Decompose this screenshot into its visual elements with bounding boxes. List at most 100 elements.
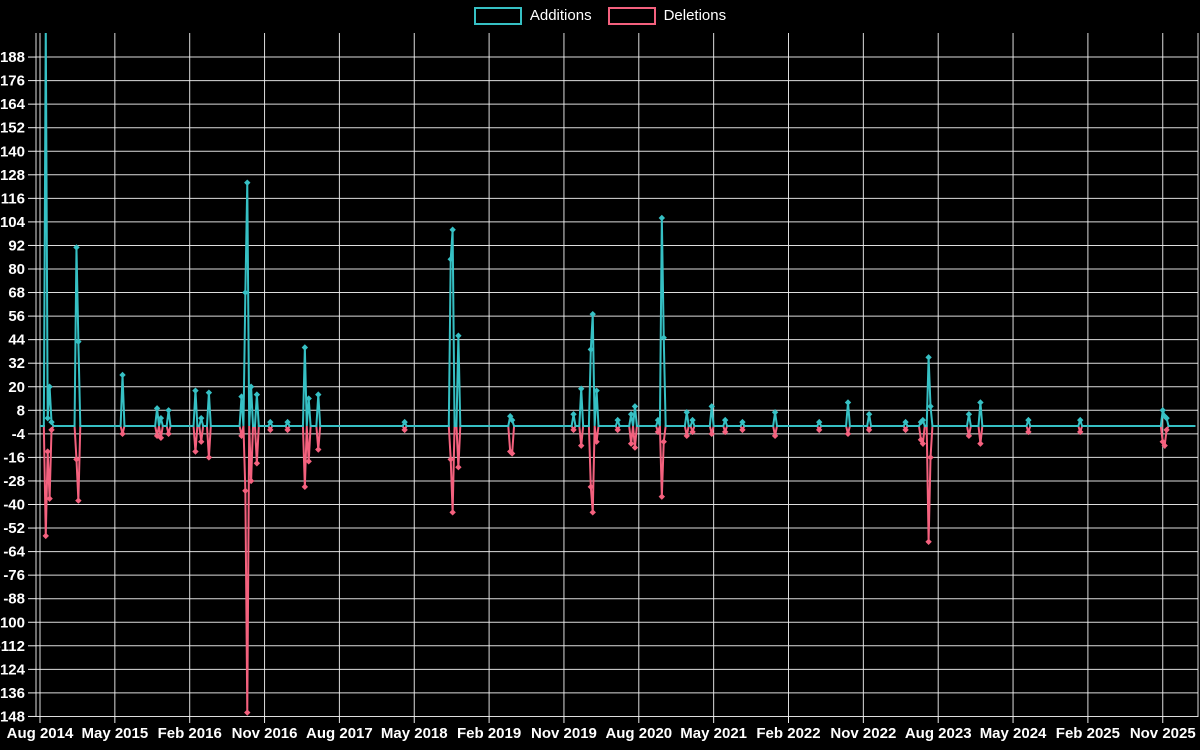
deletions-series[interactable]: [40, 425, 1196, 716]
deletions-series-point[interactable]: [925, 538, 932, 545]
deletions-series-point[interactable]: [917, 436, 925, 443]
deletions-series-point[interactable]: [771, 432, 779, 440]
additions-series-point[interactable]: [658, 214, 666, 222]
deletions-series-point[interactable]: [578, 442, 585, 449]
additions-series-point[interactable]: [927, 403, 934, 410]
additions-series-point[interactable]: [917, 418, 925, 426]
additions-series-point[interactable]: [242, 289, 249, 296]
additions-series-point[interactable]: [244, 179, 251, 186]
additions-series-point[interactable]: [449, 226, 456, 233]
additions-series-point[interactable]: [631, 403, 639, 410]
additions-series-point[interactable]: [1025, 416, 1032, 424]
deletions-series-point[interactable]: [721, 428, 729, 436]
deletions-series-point[interactable]: [244, 709, 251, 716]
additions-series-point[interactable]: [44, 414, 51, 422]
deletions-series-point[interactable]: [660, 438, 667, 445]
deletions-series-point[interactable]: [965, 432, 973, 440]
deletions-series-point[interactable]: [627, 440, 635, 447]
additions-series-point[interactable]: [654, 416, 662, 424]
additions-series-point[interactable]: [627, 411, 635, 418]
additions-series-point[interactable]: [315, 391, 322, 398]
additions-series-point[interactable]: [284, 418, 291, 426]
deletions-series-point[interactable]: [192, 448, 199, 455]
deletions-series-point[interactable]: [631, 444, 639, 451]
additions-series-point[interactable]: [301, 344, 309, 351]
additions-series-point[interactable]: [253, 391, 261, 398]
additions-series-point[interactable]: [816, 418, 823, 426]
deletions-series-point[interactable]: [683, 432, 690, 440]
additions-series-point[interactable]: [247, 383, 255, 390]
additions-series-point[interactable]: [919, 416, 927, 424]
deletions-series-point[interactable]: [119, 430, 126, 438]
additions-series-point[interactable]: [708, 403, 715, 410]
additions-series-point[interactable]: [589, 310, 596, 318]
additions-series-point[interactable]: [508, 416, 516, 424]
deletions-series-point[interactable]: [614, 426, 621, 434]
additions-series-point[interactable]: [157, 414, 165, 422]
additions-series[interactable]: [40, 20, 1196, 427]
additions-series-point[interactable]: [660, 334, 667, 341]
deletions-series-point[interactable]: [654, 428, 662, 436]
deletions-series-point[interactable]: [689, 428, 696, 436]
deletions-series-point[interactable]: [570, 426, 577, 434]
additions-series-point[interactable]: [73, 244, 80, 251]
additions-series-point[interactable]: [1163, 414, 1170, 422]
deletions-series-point[interactable]: [242, 487, 249, 494]
additions-series-point[interactable]: [119, 371, 126, 379]
additions-series-point[interactable]: [447, 255, 454, 263]
deletions-series-point[interactable]: [198, 438, 205, 445]
deletions-series-point[interactable]: [75, 497, 82, 504]
deletions-series-point[interactable]: [1077, 428, 1084, 436]
additions-series-point[interactable]: [925, 354, 932, 361]
additions-series-point[interactable]: [192, 387, 199, 394]
deletions-series-point[interactable]: [44, 448, 51, 455]
additions-series-point[interactable]: [614, 416, 621, 424]
additions-series-point[interactable]: [238, 393, 245, 400]
deletions-series-point[interactable]: [739, 426, 746, 434]
deletions-series-point[interactable]: [902, 426, 909, 434]
additions-series-point[interactable]: [683, 409, 690, 416]
deletions-series-point[interactable]: [1163, 426, 1170, 434]
additions-series-point[interactable]: [198, 414, 205, 422]
additions-series-point[interactable]: [865, 411, 873, 418]
deletions-series-point[interactable]: [157, 434, 165, 441]
deletions-series-point[interactable]: [48, 426, 55, 434]
additions-series-point[interactable]: [153, 405, 161, 412]
deletions-series-point[interactable]: [46, 495, 53, 502]
deletions-series-point[interactable]: [865, 426, 873, 434]
deletions-series-point[interactable]: [238, 432, 245, 440]
legend-item-additions[interactable]: Additions: [473, 7, 592, 25]
additions-series-point[interactable]: [977, 399, 984, 406]
deletions-series-point[interactable]: [927, 454, 934, 461]
additions-series-point[interactable]: [165, 407, 172, 414]
additions-series-point[interactable]: [401, 418, 408, 426]
deletions-series-point[interactable]: [253, 460, 261, 467]
additions-series-point[interactable]: [205, 389, 213, 396]
additions-series-point[interactable]: [570, 411, 577, 418]
deletions-series-point[interactable]: [315, 446, 322, 453]
legend-item-deletions[interactable]: Deletions: [607, 7, 726, 25]
additions-series-point[interactable]: [46, 383, 53, 390]
additions-series-point[interactable]: [844, 399, 852, 406]
additions-series-point[interactable]: [305, 395, 312, 402]
deletions-series-point[interactable]: [1025, 428, 1032, 436]
deletions-series-point[interactable]: [844, 430, 852, 438]
deletions-series-point[interactable]: [247, 477, 255, 485]
deletions-series-point[interactable]: [401, 426, 408, 434]
additions-series-point[interactable]: [771, 409, 779, 416]
deletions-series-point[interactable]: [165, 430, 172, 438]
deletions-series-point[interactable]: [508, 450, 516, 457]
deletions-series-point[interactable]: [305, 458, 312, 465]
additions-series-point[interactable]: [1161, 412, 1168, 420]
additions-series-point[interactable]: [593, 387, 600, 394]
deletions-series-point[interactable]: [589, 509, 596, 516]
additions-series-point[interactable]: [75, 338, 82, 345]
additions-series-point[interactable]: [1077, 416, 1084, 424]
additions-series-point[interactable]: [267, 418, 274, 426]
additions-series-point[interactable]: [965, 411, 973, 418]
deletions-series-point[interactable]: [1161, 442, 1168, 449]
deletions-series-point[interactable]: [593, 438, 600, 445]
deletions-series-point[interactable]: [587, 483, 595, 491]
additions-series-point[interactable]: [578, 385, 585, 392]
